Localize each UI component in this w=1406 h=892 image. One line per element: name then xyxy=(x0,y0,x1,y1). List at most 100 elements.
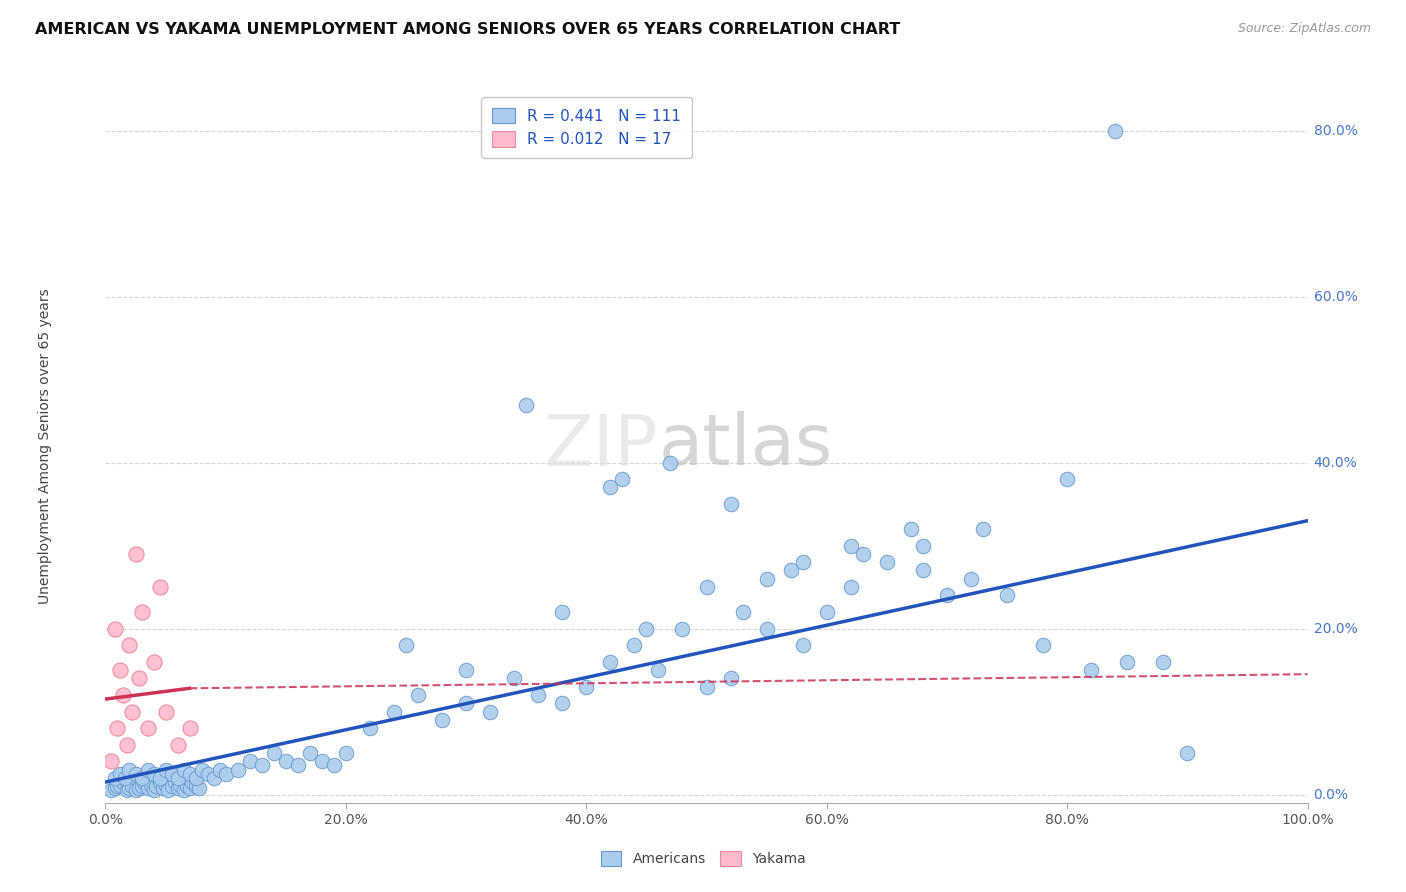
Point xyxy=(190,763,212,777)
Point xyxy=(395,638,418,652)
Point xyxy=(479,705,502,719)
Point xyxy=(647,663,669,677)
Point xyxy=(139,778,162,792)
Point xyxy=(1080,663,1102,677)
Text: ZIP: ZIP xyxy=(544,411,658,481)
Point xyxy=(755,572,778,586)
Point xyxy=(623,638,645,652)
Point xyxy=(239,754,262,768)
Point xyxy=(839,539,862,553)
Point xyxy=(274,754,297,768)
Point xyxy=(359,721,381,735)
Point xyxy=(226,763,249,777)
Point xyxy=(136,780,159,795)
Text: 20.0%: 20.0% xyxy=(1313,622,1357,635)
Point xyxy=(169,778,191,792)
Point xyxy=(202,771,225,785)
Point xyxy=(696,680,718,694)
Point xyxy=(1152,655,1174,669)
Point xyxy=(852,547,875,561)
Point xyxy=(1175,746,1198,760)
Point xyxy=(1104,124,1126,138)
Legend: R = 0.441   N = 111, R = 0.012   N = 17: R = 0.441 N = 111, R = 0.012 N = 17 xyxy=(481,97,692,158)
Point xyxy=(112,775,135,789)
Point xyxy=(515,397,537,411)
Point xyxy=(815,605,838,619)
Legend: Americans, Yakama: Americans, Yakama xyxy=(595,846,811,871)
Point xyxy=(671,622,693,636)
Point xyxy=(152,780,174,795)
Point xyxy=(454,663,477,677)
Point xyxy=(165,775,187,789)
Text: atlas: atlas xyxy=(658,411,832,481)
Point xyxy=(100,754,122,768)
Point xyxy=(124,547,146,561)
Point xyxy=(900,522,922,536)
Point xyxy=(166,771,188,785)
Point xyxy=(179,766,201,780)
Point xyxy=(156,783,179,797)
Point xyxy=(551,605,574,619)
Point xyxy=(124,766,146,780)
Text: Source: ZipAtlas.com: Source: ZipAtlas.com xyxy=(1237,22,1371,36)
Point xyxy=(132,775,155,789)
Point xyxy=(720,497,742,511)
Point xyxy=(995,588,1018,602)
Point xyxy=(118,780,141,795)
Point xyxy=(128,780,150,795)
Point xyxy=(118,638,141,652)
Point xyxy=(599,481,621,495)
Point xyxy=(972,522,994,536)
Point xyxy=(179,721,201,735)
Point xyxy=(114,771,136,785)
Point xyxy=(335,746,357,760)
Point xyxy=(911,539,934,553)
Point xyxy=(121,779,143,793)
Point xyxy=(1056,472,1078,486)
Point xyxy=(166,780,188,795)
Point xyxy=(131,771,153,785)
Point xyxy=(145,779,167,793)
Point xyxy=(148,580,170,594)
Point xyxy=(184,771,207,785)
Point xyxy=(876,555,898,569)
Point xyxy=(160,766,183,780)
Point xyxy=(659,456,682,470)
Point xyxy=(179,780,201,795)
Point xyxy=(575,680,598,694)
Point xyxy=(173,763,195,777)
Point xyxy=(250,758,273,772)
Text: AMERICAN VS YAKAMA UNEMPLOYMENT AMONG SENIORS OVER 65 YEARS CORRELATION CHART: AMERICAN VS YAKAMA UNEMPLOYMENT AMONG SE… xyxy=(35,22,900,37)
Point xyxy=(612,472,634,486)
Point xyxy=(108,663,131,677)
Point xyxy=(100,783,122,797)
Point xyxy=(173,783,195,797)
Point xyxy=(755,622,778,636)
Point xyxy=(720,671,742,685)
Point xyxy=(188,780,211,795)
Point xyxy=(936,588,959,602)
Point xyxy=(104,771,127,785)
Point xyxy=(131,605,153,619)
Point xyxy=(839,580,862,594)
Point xyxy=(382,705,405,719)
Text: Unemployment Among Seniors over 65 years: Unemployment Among Seniors over 65 years xyxy=(38,288,52,604)
Text: 60.0%: 60.0% xyxy=(1313,290,1357,303)
Point xyxy=(128,671,150,685)
Point xyxy=(311,754,333,768)
Point xyxy=(197,766,219,780)
Point xyxy=(115,783,138,797)
Point xyxy=(112,688,135,702)
Point xyxy=(136,721,159,735)
Point xyxy=(131,779,153,793)
Point xyxy=(503,671,526,685)
Point xyxy=(551,696,574,710)
Point xyxy=(160,779,183,793)
Point xyxy=(142,766,165,780)
Point xyxy=(155,705,177,719)
Text: 80.0%: 80.0% xyxy=(1313,124,1357,137)
Point xyxy=(107,721,129,735)
Point xyxy=(599,655,621,669)
Point xyxy=(454,696,477,710)
Point xyxy=(322,758,344,772)
